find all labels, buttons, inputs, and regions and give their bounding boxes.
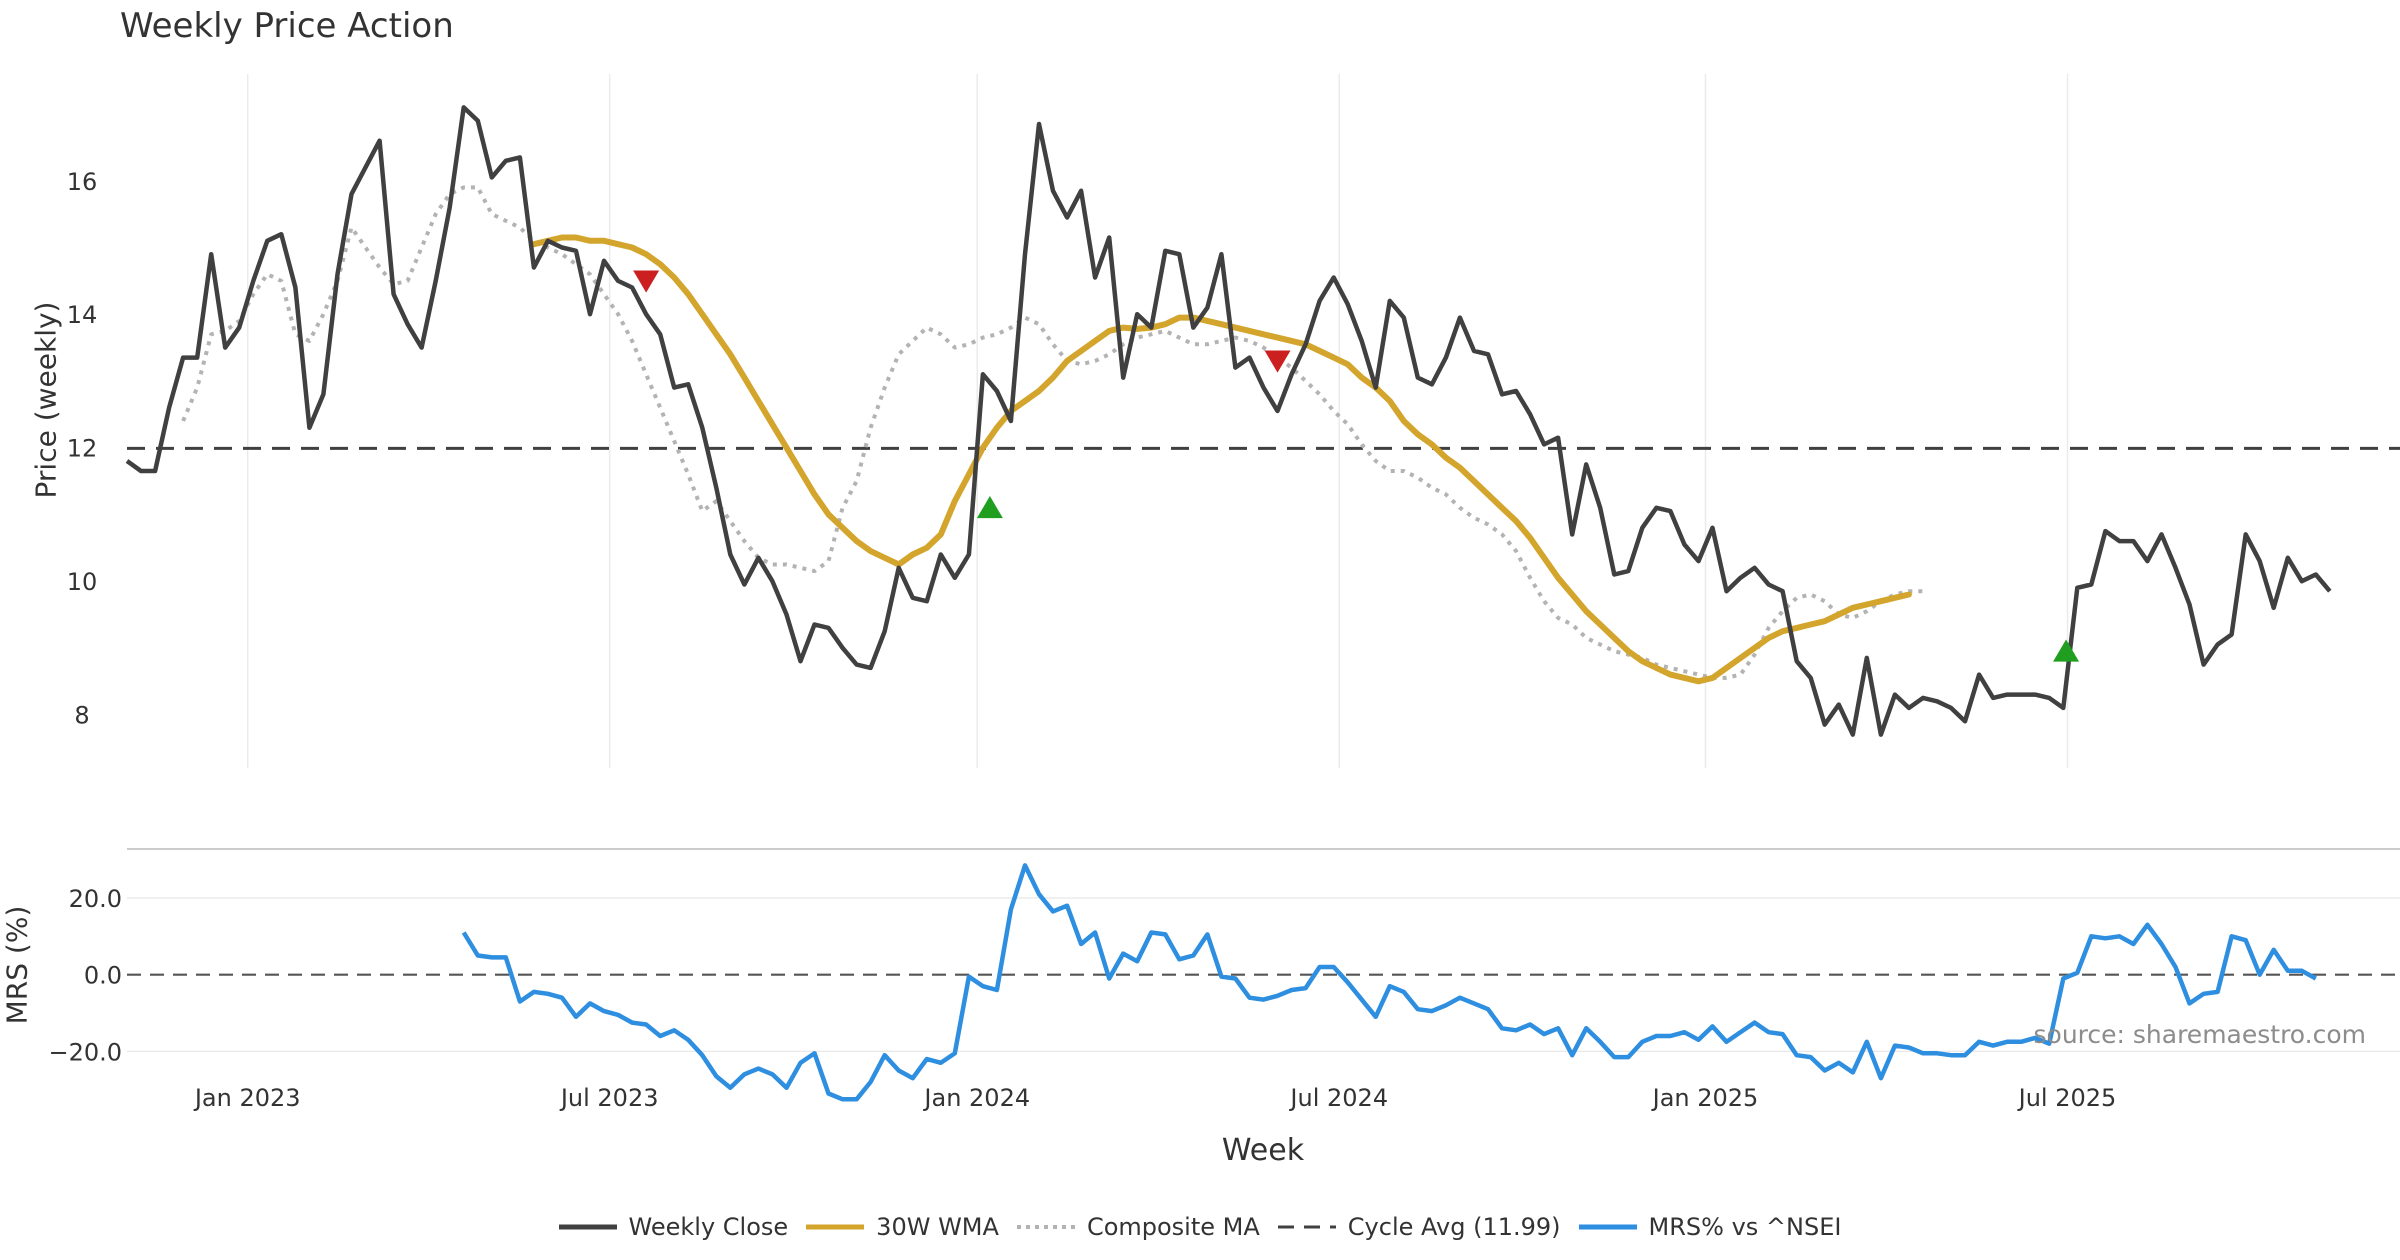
legend-label: 30W WMA <box>876 1213 999 1241</box>
legend-label: Cycle Avg (11.99) <box>1347 1213 1561 1241</box>
x-tick-label: Jul 2024 <box>1288 1084 1388 1112</box>
price-y-tick-label: 14 <box>67 301 98 329</box>
weekly-close-line <box>125 105 2332 737</box>
source-credit: source: sharemaestro.com <box>2033 1020 2367 1049</box>
mrs-line <box>461 863 2317 1102</box>
mrs-y-tick-label: −20.0 <box>48 1038 122 1066</box>
chart-title: Weekly Price Action <box>120 6 454 46</box>
legend-item-cycle-avg: Cycle Avg (11.99) <box>1277 1213 1561 1241</box>
legend-item-30w-wma: 30W WMA <box>806 1213 999 1241</box>
price-y-tick-label: 8 <box>74 702 89 730</box>
x-tick-label: Jan 2023 <box>193 1084 301 1112</box>
legend-swatch-composite-ma <box>1016 1225 1075 1229</box>
buy-signal-marker <box>2053 639 2080 662</box>
legend-label: Composite MA <box>1086 1213 1260 1241</box>
legend-label: MRS% vs ^NSEI <box>1648 1213 1842 1241</box>
sell-signal-marker <box>633 270 660 293</box>
legend-swatch-mrs <box>1578 1224 1637 1230</box>
legend-item-weekly-close: Weekly Close <box>558 1213 789 1241</box>
price-y-tick-label: 12 <box>67 435 98 463</box>
price-y-tick-label: 16 <box>67 168 98 196</box>
legend-item-mrs: MRS% vs ^NSEI <box>1578 1213 1842 1241</box>
price-y-tick-label: 10 <box>67 568 98 596</box>
legend-swatch-30w-wma <box>806 1224 865 1230</box>
buy-signal-marker <box>976 496 1003 519</box>
x-tick-label: Jul 2025 <box>2017 1084 2117 1112</box>
mrs-y-tick-label: 20.0 <box>69 885 122 913</box>
x-tick-label: Jan 2025 <box>1651 1084 1759 1112</box>
legend-swatch-weekly-close <box>558 1224 617 1230</box>
grid-layer <box>127 74 2400 1052</box>
legend: Weekly Close 30W WMA Composite MA Cycle … <box>0 1213 2400 1241</box>
price-axis-label: Price (weekly) <box>29 301 63 499</box>
x-tick-label: Jul 2023 <box>559 1084 659 1112</box>
axis-labels: Jan 2023 Jul 2023 Jan 2024 Jul 2024 Jan 2025… <box>48 168 2116 1112</box>
sell-signal-marker <box>1264 350 1291 373</box>
composite-ma-line <box>181 185 1923 680</box>
wma-30w-line <box>530 234 1912 685</box>
mrs-y-tick-label: 0.0 <box>84 962 122 990</box>
x-tick-label: Jan 2024 <box>922 1084 1030 1112</box>
legend-swatch-cycle-avg <box>1277 1225 1336 1229</box>
mrs-axis-label: MRS (%) <box>0 905 34 1025</box>
x-axis-label: Week <box>1221 1133 1305 1168</box>
legend-item-composite-ma: Composite MA <box>1016 1213 1260 1241</box>
legend-label: Weekly Close <box>628 1213 789 1241</box>
price-panel <box>125 105 2400 737</box>
mrs-panel <box>127 863 2400 1102</box>
